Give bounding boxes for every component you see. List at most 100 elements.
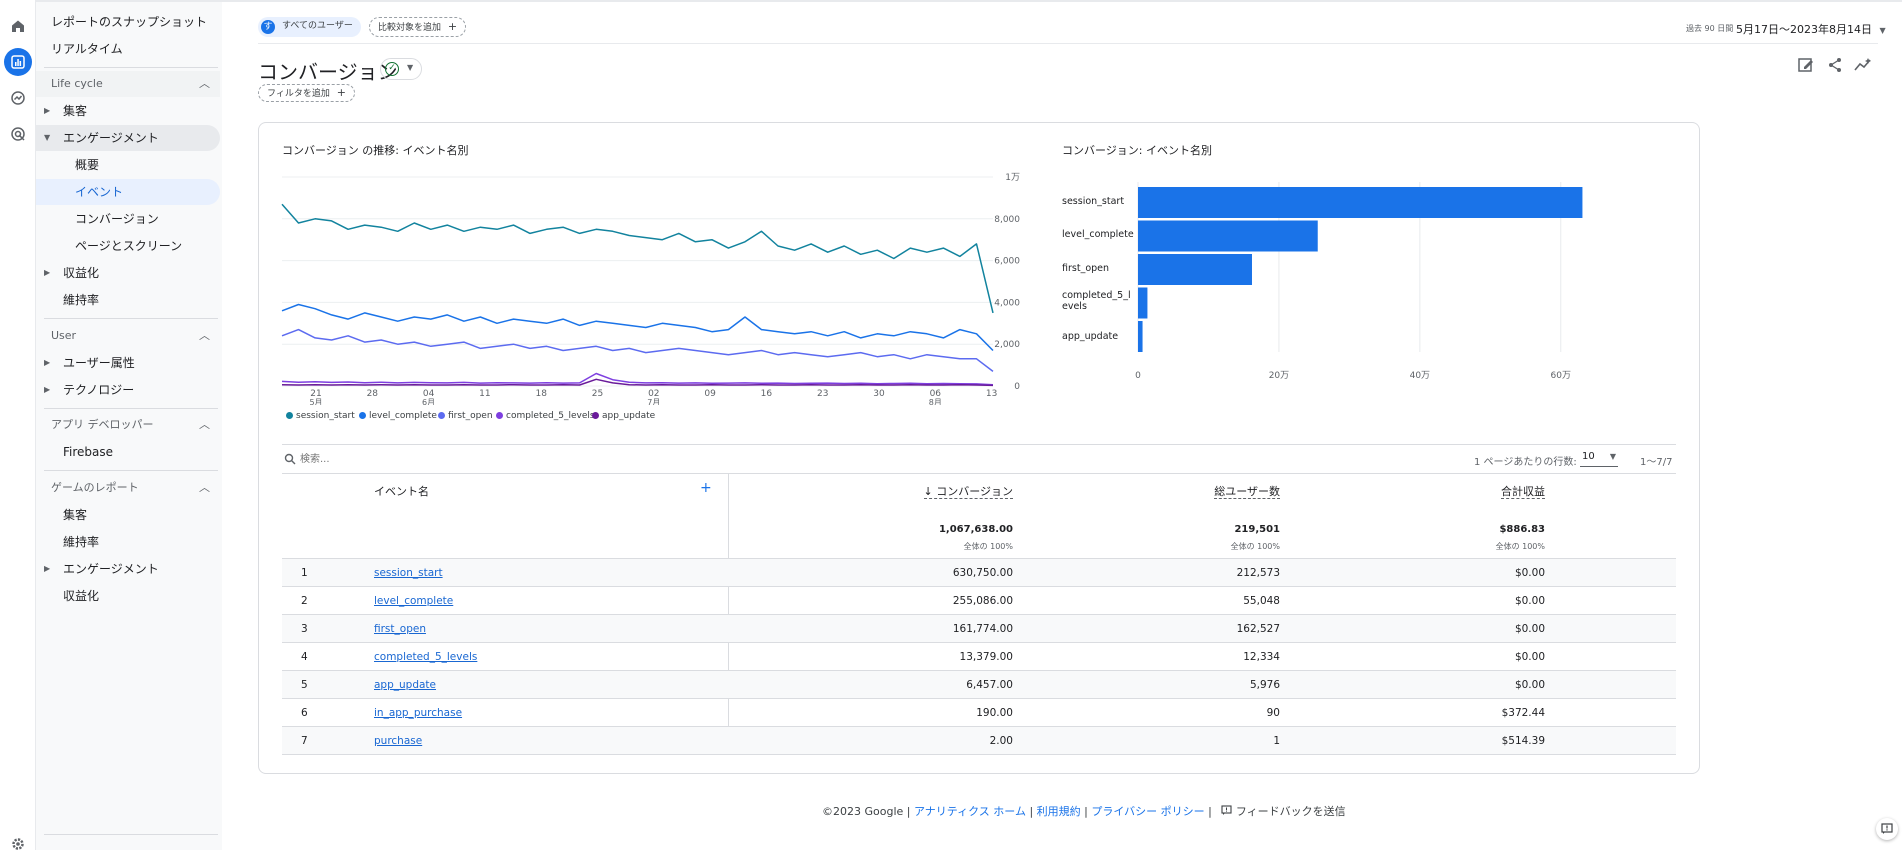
sidebar-item-snapshot[interactable]: レポートのスナップショット xyxy=(51,15,208,29)
sidebar-item-technology[interactable]: ▶ テクノロジー xyxy=(36,377,220,403)
report-card xyxy=(258,122,1700,774)
add-dimension-button[interactable]: + xyxy=(700,480,712,496)
customize-report-icon[interactable] xyxy=(1797,56,1817,76)
section-label: ゲームのレポート xyxy=(51,481,139,494)
home-icon[interactable] xyxy=(4,12,32,40)
table-search-input[interactable] xyxy=(300,449,600,469)
caret-right-icon: ▶ xyxy=(44,564,51,573)
legend-label: level_complete xyxy=(369,411,437,421)
sidebar-item-game-acquisition[interactable]: 集客 xyxy=(63,508,88,522)
feedback-button[interactable] xyxy=(1876,818,1898,840)
segment-chip[interactable]: す すべてのユーザー xyxy=(258,17,361,37)
x-tick-label: 0 xyxy=(1135,371,1141,381)
sidebar-item-label: 収益化 xyxy=(63,266,100,280)
sidebar-item-game-retention[interactable]: 維持率 xyxy=(63,535,100,549)
event-link[interactable]: first_open xyxy=(374,623,426,635)
sidebar-section-games[interactable]: ゲームのレポート ︿ xyxy=(36,475,220,501)
table-column-divider xyxy=(728,473,729,754)
line-chart: 1万 8,000 6,000 4,000 2,000 0 21 28 04 11 18 25 02 09 1… xyxy=(281,173,1020,405)
x-tick-label: 23 xyxy=(817,389,828,399)
cell-revenue: $514.39 xyxy=(1501,735,1545,747)
footer-home-link[interactable]: アナリティクス ホーム xyxy=(913,805,1026,818)
category-label: level_complete xyxy=(1062,229,1134,240)
event-link[interactable]: in_app_purchase xyxy=(374,707,463,719)
sidebar-item-firebase[interactable]: Firebase xyxy=(63,445,114,459)
caret-right-icon: ▶ xyxy=(44,358,51,367)
add-filter-button[interactable]: フィルタを追加 + xyxy=(258,84,355,102)
sidebar-section-appdev[interactable]: アプリ デベロッパー ︿ xyxy=(36,412,220,438)
event-link[interactable]: app_update xyxy=(374,679,437,691)
sidebar-item-engagement[interactable]: ▼ エンゲージメント xyxy=(36,125,220,151)
sidebar-item-label: テクノロジー xyxy=(63,383,135,397)
column-header-conversions[interactable]: ↓ コンバージョン xyxy=(900,483,1013,499)
rows-per-page-select[interactable]: 10 ▼ xyxy=(1580,449,1618,467)
feedback-icon xyxy=(1881,823,1893,834)
data-quality-badge[interactable]: ✓ ▼ xyxy=(380,58,422,80)
plus-icon: + xyxy=(336,86,346,99)
sidebar-item-user-attributes[interactable]: ▶ ユーザー属性 xyxy=(36,350,220,376)
column-header-event[interactable]: イベント名 xyxy=(374,485,429,498)
bar-level-complete[interactable] xyxy=(1138,220,1318,252)
advertising-icon[interactable] xyxy=(4,120,32,148)
total-users-pct: 全体の 100% xyxy=(1230,542,1280,551)
left-rail xyxy=(0,0,36,850)
bar-app-update[interactable] xyxy=(1138,321,1143,352)
sidebar-item-retention[interactable]: 維持率 xyxy=(63,293,100,307)
insights-icon[interactable] xyxy=(1853,56,1873,76)
event-link[interactable]: purchase xyxy=(374,735,423,747)
legend-dot xyxy=(496,412,503,419)
sidebar-divider xyxy=(44,318,218,319)
column-header-users[interactable]: 総ユーザー数 xyxy=(1160,483,1280,499)
cell-users: 90 xyxy=(1266,707,1280,719)
sidebar-item-game-monetization[interactable]: 収益化 xyxy=(63,589,100,603)
sidebar-section-user[interactable]: User ︿ xyxy=(36,323,220,349)
legend-first-open[interactable]: first_open xyxy=(438,411,493,421)
sidebar-section-lifecycle[interactable]: Life cycle ︿ xyxy=(36,71,220,97)
sidebar-item-pages[interactable]: ページとスクリーン xyxy=(75,239,183,253)
caret-down-icon: ▼ xyxy=(44,133,51,142)
plus-icon: + xyxy=(447,20,458,33)
series-line-app-update[interactable] xyxy=(281,378,994,387)
footer-terms-link[interactable]: 利用規約 xyxy=(1036,805,1081,818)
sidebar-item-events[interactable]: イベント xyxy=(36,179,220,205)
table-row: 2 level_complete 255,086.00 55,048 $0.00 xyxy=(282,586,1676,614)
legend-level-complete[interactable]: level_complete xyxy=(359,411,437,421)
share-icon[interactable] xyxy=(1826,56,1846,76)
cell-conversions: 2.00 xyxy=(989,735,1013,747)
column-header-revenue[interactable]: 合計収益 xyxy=(1400,483,1545,499)
series-line-level-complete[interactable] xyxy=(281,303,994,352)
event-link[interactable]: completed_5_levels xyxy=(374,651,478,663)
section-label: アプリ デベロッパー xyxy=(51,418,154,431)
caret-right-icon: ▶ xyxy=(44,268,51,277)
event-link[interactable]: session_start xyxy=(374,567,443,579)
reports-icon[interactable] xyxy=(4,48,32,76)
legend-session-start[interactable]: session_start xyxy=(286,411,355,421)
event-link[interactable]: level_complete xyxy=(374,595,454,607)
footer-feedback-label: フィードバックを送信 xyxy=(1235,805,1346,818)
sidebar-item-realtime[interactable]: リアルタイム xyxy=(51,42,123,56)
month-tick-label: 6月 xyxy=(422,398,435,405)
legend-app-update[interactable]: app_update xyxy=(592,411,655,421)
sidebar-item-overview[interactable]: 概要 xyxy=(75,158,100,172)
legend-completed-5-levels[interactable]: completed_5_levels xyxy=(496,411,595,421)
sidebar-item-acquisition[interactable]: ▶ 集客 xyxy=(36,98,220,124)
y-tick-label: 4,000 xyxy=(994,298,1020,308)
date-range-picker[interactable]: 5月17日～2023年8月14日 ▼ xyxy=(1736,21,1886,37)
sidebar-item-monetization[interactable]: ▶ 収益化 xyxy=(36,260,220,286)
bar-completed-5-levels[interactable] xyxy=(1138,287,1148,319)
footer-feedback-link[interactable]: フィードバックを送信 xyxy=(1221,805,1346,818)
bar-session-start[interactable] xyxy=(1138,187,1583,218)
category-label: completed_5_l xyxy=(1062,290,1131,301)
bar-first-open[interactable] xyxy=(1138,254,1252,285)
series-line-session-start[interactable] xyxy=(281,203,994,314)
series-line-first-open[interactable] xyxy=(281,328,994,372)
settings-icon[interactable] xyxy=(4,830,32,850)
add-comparison-button[interactable]: 比較対象を追加 + xyxy=(369,17,467,37)
series-line-completed-5-levels[interactable] xyxy=(281,372,994,386)
category-label: session_start xyxy=(1062,196,1124,207)
sidebar-item-conversions[interactable]: コンバージョン xyxy=(75,212,159,226)
cell-revenue: $0.00 xyxy=(1514,679,1545,691)
sidebar-item-game-engagement[interactable]: ▶ エンゲージメント xyxy=(36,556,220,582)
footer-privacy-link[interactable]: プライバシー ポリシー xyxy=(1091,805,1205,818)
explore-icon[interactable] xyxy=(4,84,32,112)
